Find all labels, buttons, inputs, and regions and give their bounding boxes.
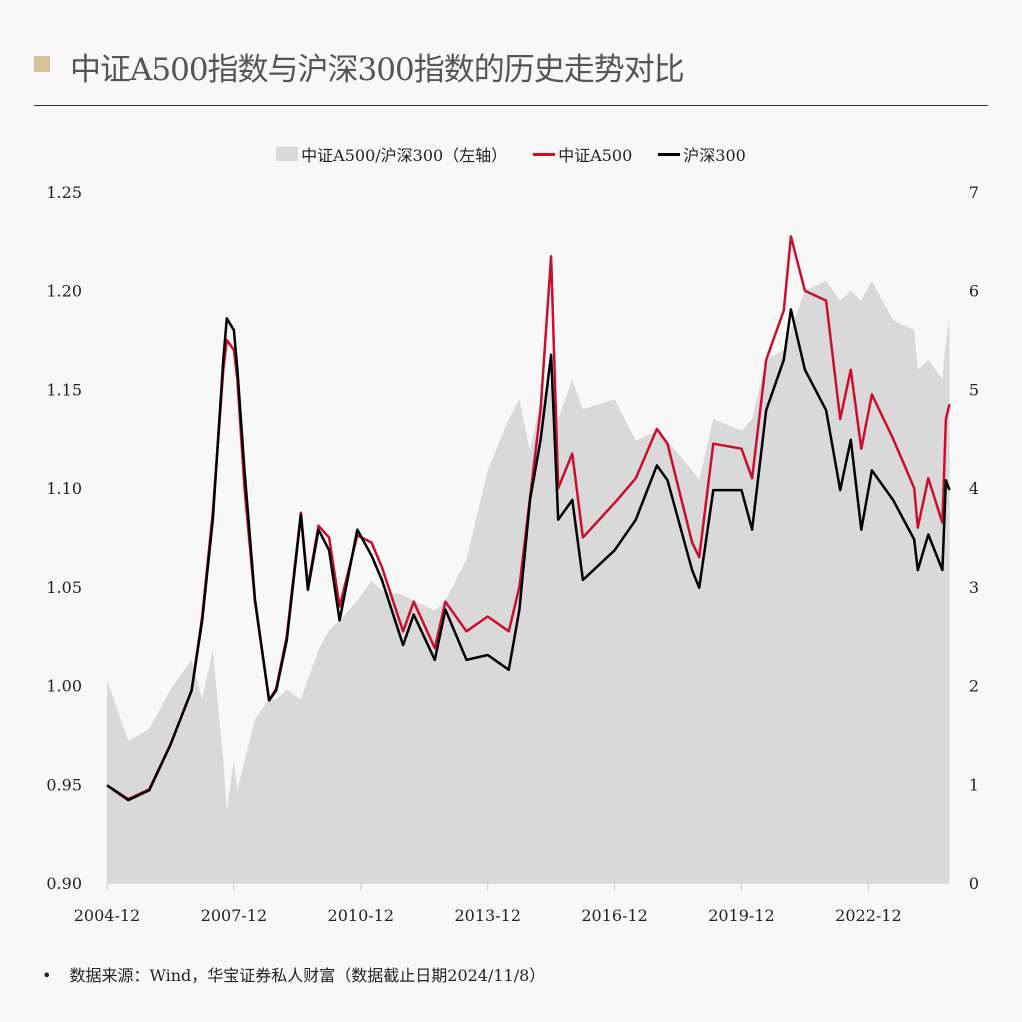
ratio-area	[107, 280, 950, 883]
y-left-tick-label: 1.10	[46, 479, 82, 498]
y-right-tick-label: 3	[969, 578, 979, 597]
y-left-tick-label: 1.05	[46, 578, 82, 597]
y-left-tick-label: 1.25	[46, 183, 82, 202]
y-right-tick-label: 0	[969, 874, 979, 893]
title-accent-square	[34, 56, 50, 72]
footer-text: 数据来源：Wind，华宝证券私人财富（数据截止日期2024/11/8）	[69, 966, 546, 985]
chart-legend: 中证A500/沪深300（左轴） 中证A500 沪深300	[0, 142, 1022, 166]
legend-item-hs300: 沪深300	[658, 142, 746, 166]
x-tick-label: 2019-12	[708, 906, 774, 925]
x-tick-label: 2013-12	[454, 906, 520, 925]
legend-label-ratio: 中证A500/沪深300（左轴）	[301, 146, 508, 165]
x-tick-label: 2004-12	[74, 906, 140, 925]
hs300-line	[106, 308, 951, 802]
y-right-tick-label: 7	[969, 183, 979, 202]
x-tick-label: 2010-12	[328, 906, 394, 925]
legend-label-hs300: 沪深300	[683, 146, 746, 165]
y-left-tick-label: 1.00	[46, 677, 82, 696]
x-tick-label: 2007-12	[201, 906, 267, 925]
source-note: • 数据来源：Wind，华宝证券私人财富（数据截止日期2024/11/8）	[42, 962, 545, 986]
page-title: 中证A500指数与沪深300指数的历史走势对比	[70, 52, 685, 88]
legend-item-ratio: 中证A500/沪深300（左轴）	[276, 142, 507, 166]
footer-bullet: •	[42, 966, 52, 985]
y-left-tick-label: 1.15	[46, 380, 82, 399]
legend-item-a500: 中证A500	[533, 142, 632, 166]
legend-swatch-ratio	[276, 147, 299, 161]
legend-swatch-hs300	[658, 152, 681, 156]
y-left-tick-label: 1.20	[46, 282, 82, 301]
title-divider	[34, 105, 988, 106]
y-left-tick-label: 0.95	[46, 775, 82, 794]
y-right-tick-label: 2	[969, 677, 979, 696]
x-tick-label: 2016-12	[581, 906, 647, 925]
y-left-tick-label: 0.90	[46, 874, 82, 893]
legend-label-a500: 中证A500	[558, 146, 633, 165]
y-right-tick-label: 1	[969, 775, 979, 794]
y-right-tick-label: 6	[969, 282, 979, 301]
x-tick-label: 2022-12	[835, 906, 901, 925]
legend-swatch-a500	[533, 152, 556, 156]
y-right-tick-label: 5	[969, 380, 979, 399]
y-right-tick-label: 4	[969, 479, 979, 498]
